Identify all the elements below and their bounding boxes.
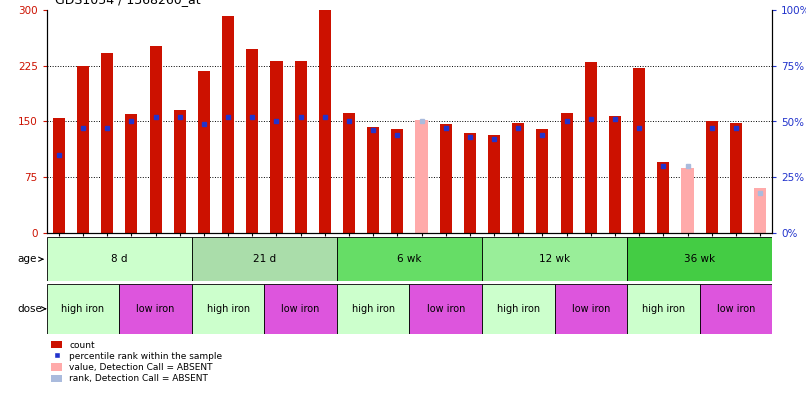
Text: low iron: low iron bbox=[426, 304, 465, 314]
Bar bbox=[198, 71, 210, 233]
Text: dose: dose bbox=[18, 304, 46, 314]
Text: GDS1054 / 1368260_at: GDS1054 / 1368260_at bbox=[55, 0, 201, 6]
Bar bbox=[264, 284, 337, 334]
Text: low iron: low iron bbox=[571, 304, 610, 314]
Bar bbox=[658, 162, 669, 233]
Bar bbox=[319, 10, 330, 233]
Bar bbox=[488, 135, 500, 233]
Bar bbox=[47, 284, 119, 334]
Bar bbox=[584, 62, 596, 233]
Bar bbox=[53, 118, 65, 233]
Bar bbox=[561, 113, 572, 233]
Text: high iron: high iron bbox=[642, 304, 685, 314]
Bar bbox=[192, 284, 264, 334]
Text: 12 wk: 12 wk bbox=[539, 254, 570, 264]
Text: 8 d: 8 d bbox=[111, 254, 127, 264]
Text: high iron: high iron bbox=[496, 304, 540, 314]
Bar bbox=[368, 127, 380, 233]
Text: high iron: high iron bbox=[351, 304, 395, 314]
Bar bbox=[119, 284, 192, 334]
Text: low iron: low iron bbox=[717, 304, 755, 314]
Bar bbox=[705, 122, 717, 233]
Bar bbox=[730, 123, 742, 233]
Bar bbox=[192, 237, 337, 281]
Text: 6 wk: 6 wk bbox=[397, 254, 422, 264]
Bar bbox=[247, 49, 258, 233]
Bar bbox=[150, 46, 161, 233]
Bar bbox=[440, 124, 451, 233]
Bar bbox=[47, 237, 192, 281]
Bar bbox=[482, 284, 555, 334]
Bar bbox=[464, 132, 476, 233]
Bar bbox=[416, 120, 427, 233]
Bar bbox=[627, 284, 700, 334]
Bar bbox=[555, 284, 627, 334]
Bar bbox=[409, 284, 482, 334]
Bar bbox=[627, 237, 772, 281]
Bar bbox=[513, 123, 524, 233]
Legend: count, percentile rank within the sample, value, Detection Call = ABSENT, rank, : count, percentile rank within the sample… bbox=[52, 341, 222, 384]
Bar bbox=[77, 66, 89, 233]
Bar bbox=[754, 188, 766, 233]
Bar bbox=[700, 284, 772, 334]
Bar bbox=[482, 237, 627, 281]
Text: 36 wk: 36 wk bbox=[684, 254, 715, 264]
Bar bbox=[337, 284, 409, 334]
Bar bbox=[392, 129, 404, 233]
Bar bbox=[337, 237, 482, 281]
Bar bbox=[537, 129, 549, 233]
Text: age: age bbox=[18, 254, 43, 264]
Bar bbox=[295, 61, 306, 233]
Bar bbox=[343, 113, 355, 233]
Bar bbox=[102, 53, 113, 233]
Text: high iron: high iron bbox=[206, 304, 250, 314]
Bar bbox=[271, 61, 282, 233]
Text: 21 d: 21 d bbox=[253, 254, 276, 264]
Text: high iron: high iron bbox=[61, 304, 105, 314]
Bar bbox=[634, 68, 645, 233]
Bar bbox=[222, 16, 234, 233]
Bar bbox=[609, 115, 621, 233]
Text: low iron: low iron bbox=[136, 304, 175, 314]
Bar bbox=[681, 168, 693, 233]
Text: low iron: low iron bbox=[281, 304, 320, 314]
Bar bbox=[174, 110, 185, 233]
Bar bbox=[126, 114, 137, 233]
